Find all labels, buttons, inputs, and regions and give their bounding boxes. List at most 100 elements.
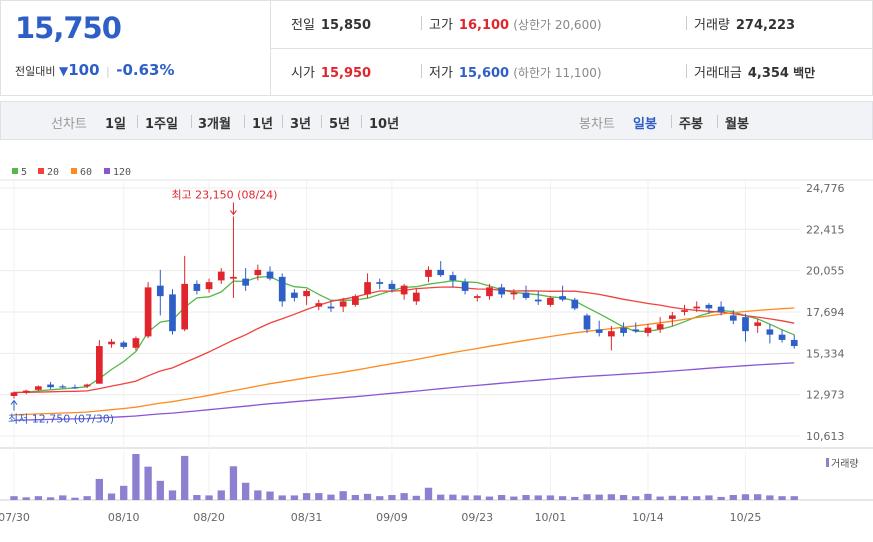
volume-bar	[132, 454, 140, 500]
candle-monthly[interactable]: 월봉	[725, 117, 749, 132]
volume-bar	[558, 496, 567, 500]
volume-bar	[168, 490, 177, 500]
x-tick-label: 09/09	[376, 511, 408, 524]
annotations: 최고 23,150 (08/24) 최저 12,750 (07/30)	[8, 188, 277, 425]
candles	[10, 216, 798, 399]
candle-body	[632, 329, 640, 332]
volume-bar	[302, 493, 311, 500]
period-3m[interactable]: 3개월	[198, 117, 231, 132]
candle-body	[144, 287, 152, 337]
candle-body	[705, 304, 713, 309]
volume-bar	[619, 495, 628, 500]
volume-bar	[193, 495, 201, 500]
candle-body	[327, 306, 335, 309]
volume-bar	[485, 496, 494, 500]
x-tick-label: 09/23	[461, 511, 493, 524]
candle-body	[71, 387, 79, 389]
candle-body	[473, 296, 481, 298]
candle-body	[790, 339, 798, 347]
legend-label: 60	[80, 167, 92, 178]
candle-body	[59, 386, 67, 388]
volume-bar	[229, 466, 238, 500]
prev-close: 전일 15,850	[291, 14, 371, 33]
current-price: 15,750	[15, 11, 122, 45]
volume-bar	[339, 491, 347, 500]
volume-bar	[181, 455, 189, 500]
candle-body	[400, 285, 408, 295]
divider	[671, 115, 672, 128]
price-change: 전일대비 ▼100 | -0.63%	[15, 61, 175, 79]
divider	[421, 16, 422, 30]
volume-bar	[717, 496, 725, 500]
candle-body	[486, 287, 493, 297]
period-1w[interactable]: 1주일	[145, 117, 178, 132]
volume-bar	[412, 495, 420, 500]
legend-swatch	[38, 168, 44, 174]
period-3y[interactable]: 3년	[290, 117, 312, 132]
volume-bar	[217, 490, 225, 500]
legend-label: 120	[113, 167, 131, 178]
candle-body	[656, 324, 664, 330]
divider	[686, 16, 687, 30]
candle-body	[10, 392, 18, 396]
period-1y[interactable]: 1년	[252, 117, 274, 132]
grid	[0, 179, 873, 501]
candle-body	[230, 276, 237, 279]
volume-bar	[363, 493, 372, 500]
high-label: 고가	[429, 18, 453, 33]
candle-body	[620, 327, 627, 333]
y-tick-label: 15,334	[806, 347, 845, 360]
volume-bar	[522, 495, 530, 500]
line-chart-label: 선차트	[51, 117, 87, 132]
volume-value: 274,223	[735, 18, 796, 33]
amount-label: 거래대금	[694, 66, 742, 81]
change-percent: -0.63%	[116, 61, 175, 79]
volume-bar	[778, 496, 786, 500]
legend-swatch	[12, 168, 18, 174]
period-5y[interactable]: 5년	[329, 117, 351, 132]
high-value: 16,100	[458, 18, 510, 33]
candle-body	[778, 334, 786, 340]
change-label: 전일대비	[15, 65, 56, 78]
volume-bar	[595, 494, 603, 500]
period-10y[interactable]: 10년	[369, 117, 400, 132]
candle-body	[559, 296, 566, 300]
volume-bar	[254, 490, 262, 500]
candle-body	[754, 322, 762, 326]
volume-bars: 거래량	[10, 454, 859, 500]
volume-bar	[95, 478, 103, 500]
candle-body	[583, 315, 591, 330]
volume-bar	[107, 493, 116, 500]
candle-weekly[interactable]: 주봉	[679, 117, 703, 132]
ma60-line	[13, 307, 795, 416]
low-annotation: 최저 12,750 (07/30)	[8, 413, 114, 426]
volume-bar	[510, 496, 518, 500]
legend-swatch	[71, 168, 77, 174]
volume-bar	[729, 495, 737, 500]
candle-body	[425, 269, 432, 277]
candle-body	[169, 294, 176, 332]
open-price: 시가 15,950	[291, 62, 371, 81]
candle-body	[47, 384, 54, 388]
candle-body	[388, 283, 396, 290]
candle-body	[339, 301, 347, 307]
candle-daily[interactable]: 일봉	[633, 117, 657, 132]
y-tick-label: 10,613	[806, 430, 845, 443]
candle-chart-label: 봉차트	[579, 117, 615, 132]
volume-bar	[473, 495, 481, 500]
candle-body	[22, 390, 30, 393]
volume-bar	[266, 491, 274, 500]
volume-bar	[607, 494, 616, 500]
volume-legend-label: 거래량	[831, 458, 859, 470]
low-arrow-icon	[10, 399, 18, 411]
down-arrow-icon: ▼	[58, 64, 69, 78]
candle-body	[766, 329, 774, 335]
period-1d[interactable]: 1일	[105, 117, 127, 132]
divider	[321, 115, 322, 128]
upper-limit: (상한가 20,600)	[513, 18, 602, 32]
candle-body	[681, 310, 688, 312]
candle-body	[181, 283, 189, 330]
y-tick-label: 24,776	[806, 182, 845, 195]
volume-bar	[705, 495, 713, 500]
volume-bar	[315, 493, 323, 500]
